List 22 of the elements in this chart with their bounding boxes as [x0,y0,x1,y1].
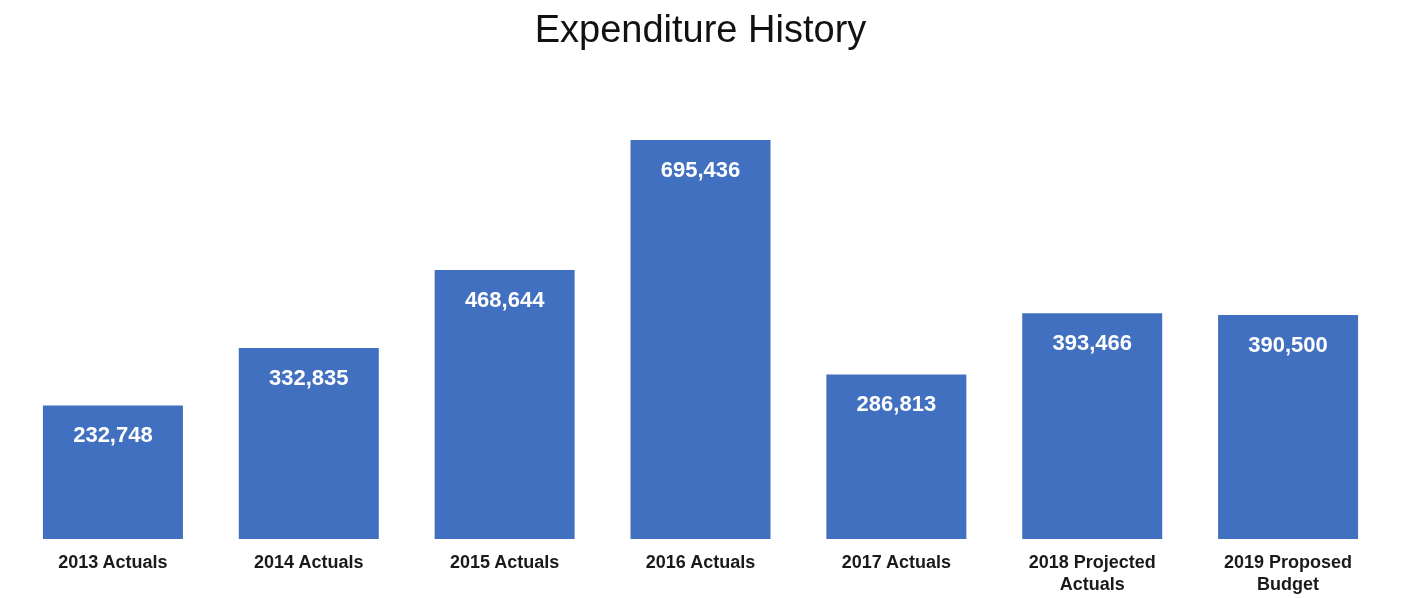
bar [630,140,771,539]
bar [1022,313,1163,539]
bar [826,374,967,539]
bar [238,348,379,539]
data-label: 232,748 [73,422,153,448]
x-tick-label: 2015 Actuals [449,551,560,572]
data-label: 332,835 [269,365,349,391]
data-label: 286,813 [856,391,937,417]
bar [434,270,575,539]
data-label: 468,644 [464,287,546,313]
x-tick-label: 2017 Actuals [841,551,952,572]
x-tick-label: 2016 Actuals [645,551,756,572]
data-label: 393,466 [1052,330,1132,356]
bar [1218,314,1359,539]
chart-title: Expenditure History [534,8,867,50]
x-tick-label: 2019 Proposed Budget [1224,551,1353,594]
x-tick-label: 2018 Projected Actuals [1028,551,1156,594]
data-label: 695,436 [660,157,741,182]
x-tick-label: 2014 Actuals [254,551,364,572]
data-label: 390,500 [1248,331,1328,357]
bar [42,405,183,539]
x-tick-label: 2013 Actuals [58,551,168,572]
